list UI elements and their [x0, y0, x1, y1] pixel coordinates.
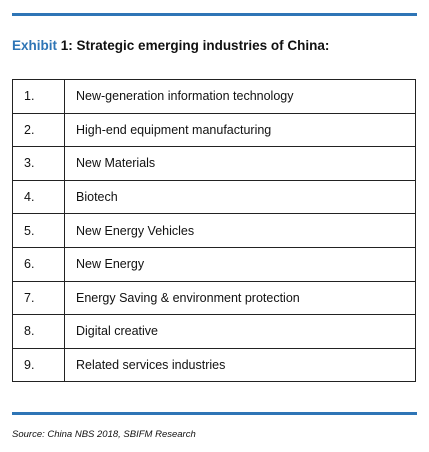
exhibit-label: Exhibit [12, 38, 58, 53]
table-row: 6. New Energy [12, 246, 416, 282]
row-number: 6. [12, 246, 65, 282]
table-row: 8. Digital creative [12, 314, 416, 349]
industries-table: 1. New-generation information technology 2… [12, 79, 416, 383]
row-number: 7. [12, 280, 65, 316]
row-number: 1. [12, 79, 65, 114]
table-row: 9. Related services industries [12, 347, 416, 383]
table-row: 3. New Materials [12, 146, 416, 181]
industry-name: New Energy [64, 246, 416, 282]
table-row: 5. New Energy Vehicles [12, 213, 416, 248]
row-number: 8. [12, 314, 65, 349]
top-rule [12, 13, 417, 16]
table-row: 4. Biotech [12, 179, 416, 215]
source-note: Source: China NBS 2018, SBIFM Research [12, 429, 196, 440]
industry-name: Digital creative [64, 314, 416, 349]
table-row: 1. New-generation information technology [12, 79, 416, 114]
exhibit-text: 1: Strategic emerging industries of Chin… [60, 38, 330, 53]
row-number: 3. [12, 146, 65, 181]
row-number: 9. [12, 347, 65, 383]
bottom-rule [12, 412, 417, 415]
industry-name: New Materials [64, 146, 416, 181]
industry-name: New Energy Vehicles [64, 213, 416, 248]
exhibit-title: Exhibit 1: Strategic emerging industries… [12, 38, 329, 53]
industry-name: Energy Saving & environment protection [64, 280, 416, 316]
table-row: 2. High-end equipment manufacturing [12, 112, 416, 148]
row-number: 2. [12, 112, 65, 148]
row-number: 4. [12, 179, 65, 215]
industry-name: High-end equipment manufacturing [64, 112, 416, 148]
table-row: 7. Energy Saving & environment protection [12, 280, 416, 316]
row-number: 5. [12, 213, 65, 248]
industry-name: Biotech [64, 179, 416, 215]
industry-name: New-generation information technology [64, 79, 416, 114]
industry-name: Related services industries [64, 347, 416, 383]
